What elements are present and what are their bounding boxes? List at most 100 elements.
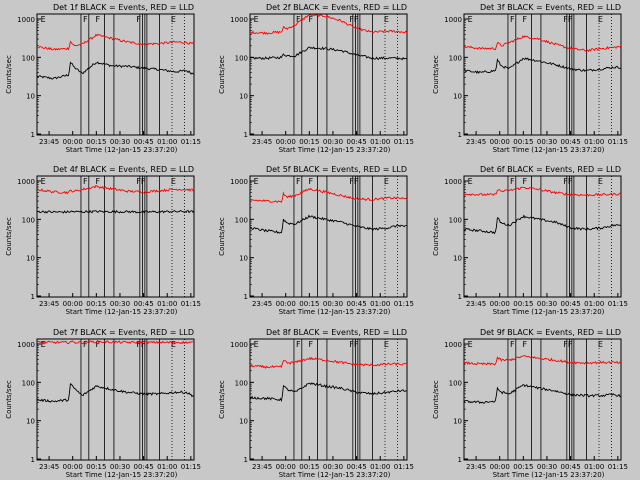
y-axis-label: Counts/sec <box>432 217 440 256</box>
x-tick-label: 01:15 <box>181 463 201 471</box>
y-tick-label: 100 <box>22 216 35 224</box>
x-tick-label: 00:15 <box>299 138 319 146</box>
y-tick-label: 1 <box>31 456 35 464</box>
x-tick-label: 00:45 <box>560 138 580 146</box>
event-marker-label: F <box>83 15 88 24</box>
x-tick-label: 00:00 <box>490 300 510 308</box>
event-marker-label: E <box>384 177 389 186</box>
y-tick-label: 1000 <box>444 16 462 24</box>
y-tick-label: 10 <box>453 93 462 101</box>
y-tick-label: 1 <box>244 293 248 301</box>
event-marker-label: F <box>510 177 515 186</box>
x-tick-label: 01:15 <box>181 138 201 146</box>
x-axis-label: Start Time (12-Jan-15 23:37:20) <box>493 146 605 154</box>
x-tick-label: 00:15 <box>299 300 319 308</box>
panel-title: Det 1f BLACK = Events, RED = LLD <box>53 3 194 12</box>
event-marker-label: E <box>41 15 46 24</box>
x-tick-label: 00:30 <box>537 300 557 308</box>
y-tick-label: 1000 <box>444 341 462 349</box>
y-axis-label: Counts/sec <box>5 380 13 419</box>
x-tick-label: 00:15 <box>513 300 533 308</box>
series-lld-line <box>36 339 194 345</box>
event-marker-label: E <box>598 177 603 186</box>
series-events-line <box>249 382 407 403</box>
series-lld-line <box>36 185 195 195</box>
event-marker-label: F <box>83 177 88 186</box>
event-marker-label: E <box>598 15 603 24</box>
series-events-line <box>463 214 622 235</box>
y-tick-label: 10 <box>26 255 35 263</box>
x-tick-label: 23:45 <box>466 300 486 308</box>
event-marker-label: FF <box>563 15 573 24</box>
event-marker-label: FF <box>349 340 359 349</box>
x-tick-label: 23:45 <box>252 463 272 471</box>
x-tick-label: 01:15 <box>608 138 628 146</box>
y-tick-label: 1000 <box>230 178 248 186</box>
event-marker-label: E <box>598 340 603 349</box>
panel-title: Det 8f BLACK = Events, RED = LLD <box>266 328 407 337</box>
plot-frame <box>463 338 622 461</box>
y-axis-label: Counts/sec <box>5 55 13 94</box>
x-axis-label: Start Time (12-Jan-15 23:37:20) <box>279 308 391 316</box>
panel-title: Det 2f BLACK = Events, RED = LLD <box>266 3 407 12</box>
event-marker-label: F <box>296 15 301 24</box>
series-events-line <box>36 383 195 403</box>
y-tick-label: 1 <box>458 293 462 301</box>
series-events-line <box>36 209 195 214</box>
x-axis-label: Start Time (12-Jan-15 23:37:20) <box>493 471 605 479</box>
event-marker-label: F <box>523 15 528 24</box>
x-tick-label: 00:30 <box>323 138 343 146</box>
panel-title: Det 9f BLACK = Events, RED = LLD <box>480 328 621 337</box>
event-marker-label: F <box>309 15 314 24</box>
y-tick-label: 1000 <box>444 178 462 186</box>
y-tick-label: 100 <box>449 379 462 387</box>
panel-title: Det 5f BLACK = Events, RED = LLD <box>266 165 407 174</box>
event-marker-label: E <box>254 177 259 186</box>
x-tick-label: 23:45 <box>466 138 486 146</box>
event-marker-label: E <box>468 177 473 186</box>
event-marker-label: E <box>171 340 176 349</box>
plot-frame <box>463 13 622 136</box>
x-tick-label: 00:30 <box>537 463 557 471</box>
x-axis-label: Start Time (12-Jan-15 23:37:20) <box>279 146 391 154</box>
event-marker-label: F <box>523 177 528 186</box>
y-tick-label: 10 <box>453 255 462 263</box>
x-axis-label: Start Time (12-Jan-15 23:37:20) <box>66 471 178 479</box>
x-tick-label: 23:45 <box>39 463 59 471</box>
event-marker-label: F <box>510 15 515 24</box>
panel-det-3: Det 3f BLACK = Events, RED = LLD Counts/s… <box>432 3 628 154</box>
panel-det-9: Det 9f BLACK = Events, RED = LLD Counts/s… <box>432 328 628 479</box>
x-tick-label: 00:00 <box>490 463 510 471</box>
event-marker-label: E <box>468 15 473 24</box>
panel-det-8: Det 8f BLACK = Events, RED = LLD Counts/s… <box>218 328 414 479</box>
x-tick-label: 00:00 <box>490 138 510 146</box>
y-tick-label: 1000 <box>17 178 35 186</box>
series-lld-line <box>249 356 408 369</box>
event-marker-label: F <box>83 340 88 349</box>
y-tick-label: 1000 <box>17 16 35 24</box>
y-axis-label: Counts/sec <box>218 55 226 94</box>
event-marker-label: FF <box>136 177 146 186</box>
x-tick-label: 00:15 <box>513 138 533 146</box>
x-tick-label: 00:00 <box>276 463 296 471</box>
x-axis-label: Start Time (12-Jan-15 23:37:20) <box>66 308 178 316</box>
x-tick-label: 00:30 <box>537 138 557 146</box>
x-tick-label: 23:45 <box>466 463 486 471</box>
x-tick-label: 00:45 <box>346 138 366 146</box>
x-axis-label: Start Time (12-Jan-15 23:37:20) <box>279 471 391 479</box>
panel-title: Det 6f BLACK = Events, RED = LLD <box>480 165 621 174</box>
x-tick-label: 00:00 <box>63 138 83 146</box>
x-tick-label: 23:45 <box>39 138 59 146</box>
x-tick-label: 00:15 <box>86 300 106 308</box>
panel-det-5: Det 5f BLACK = Events, RED = LLD Counts/s… <box>218 165 414 316</box>
x-tick-label: 01:00 <box>584 138 604 146</box>
event-marker-label: E <box>468 340 473 349</box>
plot-frame <box>36 13 195 136</box>
y-tick-label: 100 <box>235 216 248 224</box>
event-marker-label: F <box>296 177 301 186</box>
x-axis-label: Start Time (12-Jan-15 23:37:20) <box>66 146 178 154</box>
series-lld-line <box>463 186 622 197</box>
x-tick-label: 01:00 <box>370 300 390 308</box>
y-axis-label: Counts/sec <box>432 55 440 94</box>
event-marker-label: F <box>96 177 101 186</box>
